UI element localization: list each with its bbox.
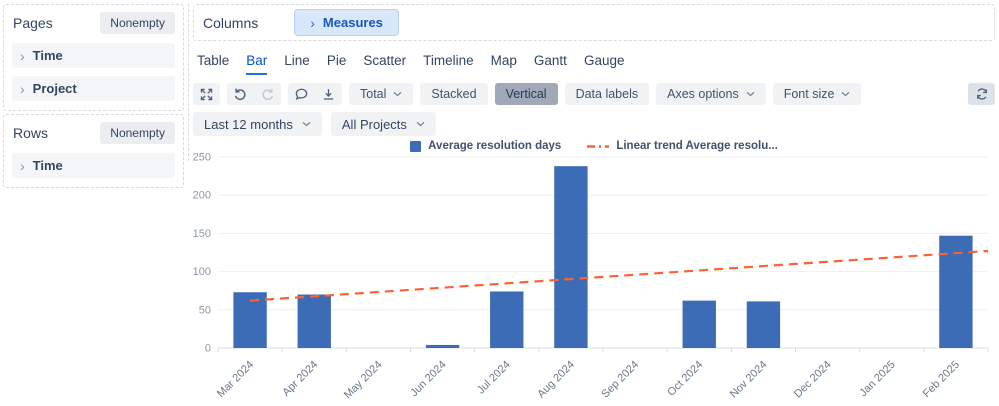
chart-plot-area[interactable]: 0 50 100 150 200 250 Mar 2024 Apr 2024 May 2024 J…	[193, 152, 995, 404]
rows-nonempty-button[interactable]: Nonempty	[100, 122, 175, 144]
font-size-dropdown[interactable]: Font size	[772, 83, 862, 105]
chevron-down-icon	[416, 121, 425, 127]
main-area: Columns › Measures Table Bar Line Pie Sc…	[193, 4, 995, 406]
expand-icon	[200, 88, 213, 100]
svg-text:Feb 2025: Feb 2025	[921, 359, 962, 400]
rows-dimension-time[interactable]: › Time	[12, 153, 175, 178]
legend-label: Linear trend Average resolu...	[616, 140, 778, 152]
chevron-down-icon	[302, 121, 311, 127]
toolbar: Total Stacked Vertical Data labels Axes …	[193, 83, 995, 105]
tab-timeline[interactable]: Timeline	[423, 53, 474, 68]
undo-icon	[234, 88, 246, 100]
chevron-right-icon: ›	[20, 47, 25, 64]
svg-text:Apr 2024: Apr 2024	[280, 359, 320, 399]
tab-bar[interactable]: Bar	[246, 53, 268, 75]
rows-label: Rows	[13, 125, 49, 141]
dimension-label: Time	[32, 48, 63, 63]
refresh-icon	[976, 88, 987, 100]
download-button[interactable]	[315, 83, 342, 105]
expand-button[interactable]	[193, 83, 220, 105]
bar-chart: Average resolution days Linear trend Ave…	[193, 140, 995, 406]
download-icon	[323, 88, 334, 100]
chart-type-tabs: Table Bar Line Pie Scatter Timeline Map …	[193, 41, 995, 75]
pages-nonempty-button[interactable]: Nonempty	[100, 12, 175, 34]
svg-text:Jul 2024: Jul 2024	[475, 359, 513, 397]
columns-label: Columns	[203, 14, 259, 31]
chart-legend: Average resolution days Linear trend Ave…	[193, 140, 995, 152]
measures-chip-label: Measures	[322, 15, 383, 30]
tab-gantt[interactable]: Gantt	[533, 53, 567, 68]
sidebar: Pages Nonempty › Time › Project Rows Non…	[3, 4, 184, 191]
refresh-button[interactable]	[968, 83, 995, 105]
dimension-label: Time	[32, 158, 63, 173]
svg-text:150: 150	[193, 228, 211, 240]
stacked-button[interactable]: Stacked	[420, 83, 488, 105]
tab-table[interactable]: Table	[197, 53, 230, 68]
svg-text:Nov 2024: Nov 2024	[728, 359, 770, 401]
measures-chip[interactable]: › Measures	[294, 9, 399, 36]
undo-redo-group	[227, 83, 281, 105]
columns-zone: Columns › Measures	[193, 4, 995, 41]
page-filters: Last 12 months All Projects	[193, 112, 995, 136]
svg-text:250: 250	[193, 152, 211, 164]
tab-gauge[interactable]: Gauge	[583, 53, 625, 68]
time-filter-dropdown[interactable]: Last 12 months	[193, 112, 322, 136]
chevron-down-icon	[746, 91, 755, 97]
svg-text:50: 50	[199, 304, 211, 316]
chevron-down-icon	[841, 91, 850, 97]
svg-text:100: 100	[193, 266, 211, 278]
comment-icon	[295, 88, 308, 100]
tab-pie[interactable]: Pie	[326, 53, 347, 68]
svg-text:Jan 2025: Jan 2025	[857, 359, 897, 399]
project-filter-dropdown[interactable]: All Projects	[330, 112, 436, 136]
svg-text:Mar 2024: Mar 2024	[215, 359, 256, 400]
tab-scatter[interactable]: Scatter	[363, 53, 407, 68]
chevron-right-icon: ›	[20, 80, 25, 97]
svg-text:Sep 2024: Sep 2024	[599, 359, 641, 401]
comment-button[interactable]	[288, 83, 315, 105]
redo-icon	[262, 88, 274, 100]
legend-swatch-trend-icon	[587, 144, 610, 148]
rows-zone: Rows Nonempty › Time	[3, 114, 184, 188]
pages-dimension-project[interactable]: › Project	[12, 76, 175, 101]
svg-text:Dec 2024: Dec 2024	[792, 359, 834, 401]
svg-text:Oct 2024: Oct 2024	[665, 359, 705, 399]
chevron-right-icon: ›	[20, 157, 25, 174]
svg-text:May 2024: May 2024	[342, 359, 385, 402]
pages-dimension-time[interactable]: › Time	[12, 43, 175, 68]
tab-line[interactable]: Line	[284, 53, 310, 68]
pages-zone: Pages Nonempty › Time › Project	[3, 4, 184, 111]
legend-swatch-bar	[410, 140, 422, 152]
data-labels-button[interactable]: Data labels	[564, 83, 650, 105]
total-dropdown[interactable]: Total	[349, 83, 414, 105]
chevron-right-icon: ›	[310, 14, 315, 31]
redo-button[interactable]	[254, 83, 281, 105]
undo-button[interactable]	[227, 83, 254, 105]
comment-download-group	[288, 83, 342, 105]
svg-text:0: 0	[205, 343, 211, 355]
legend-label: Average resolution days	[428, 140, 562, 152]
legend-item-trend[interactable]: Linear trend Average resolu...	[587, 140, 778, 152]
pages-label: Pages	[13, 15, 53, 31]
dimension-label: Project	[32, 81, 77, 96]
svg-text:Jun 2024: Jun 2024	[408, 359, 448, 399]
vertical-button[interactable]: Vertical	[494, 83, 558, 105]
svg-text:Aug 2024: Aug 2024	[535, 359, 577, 401]
zone-divider	[188, 4, 189, 161]
chevron-down-icon	[393, 91, 402, 97]
svg-text:200: 200	[193, 190, 211, 202]
tab-map[interactable]: Map	[490, 53, 517, 68]
axes-options-dropdown[interactable]: Axes options	[656, 83, 766, 105]
legend-item-bars[interactable]: Average resolution days	[410, 140, 561, 152]
